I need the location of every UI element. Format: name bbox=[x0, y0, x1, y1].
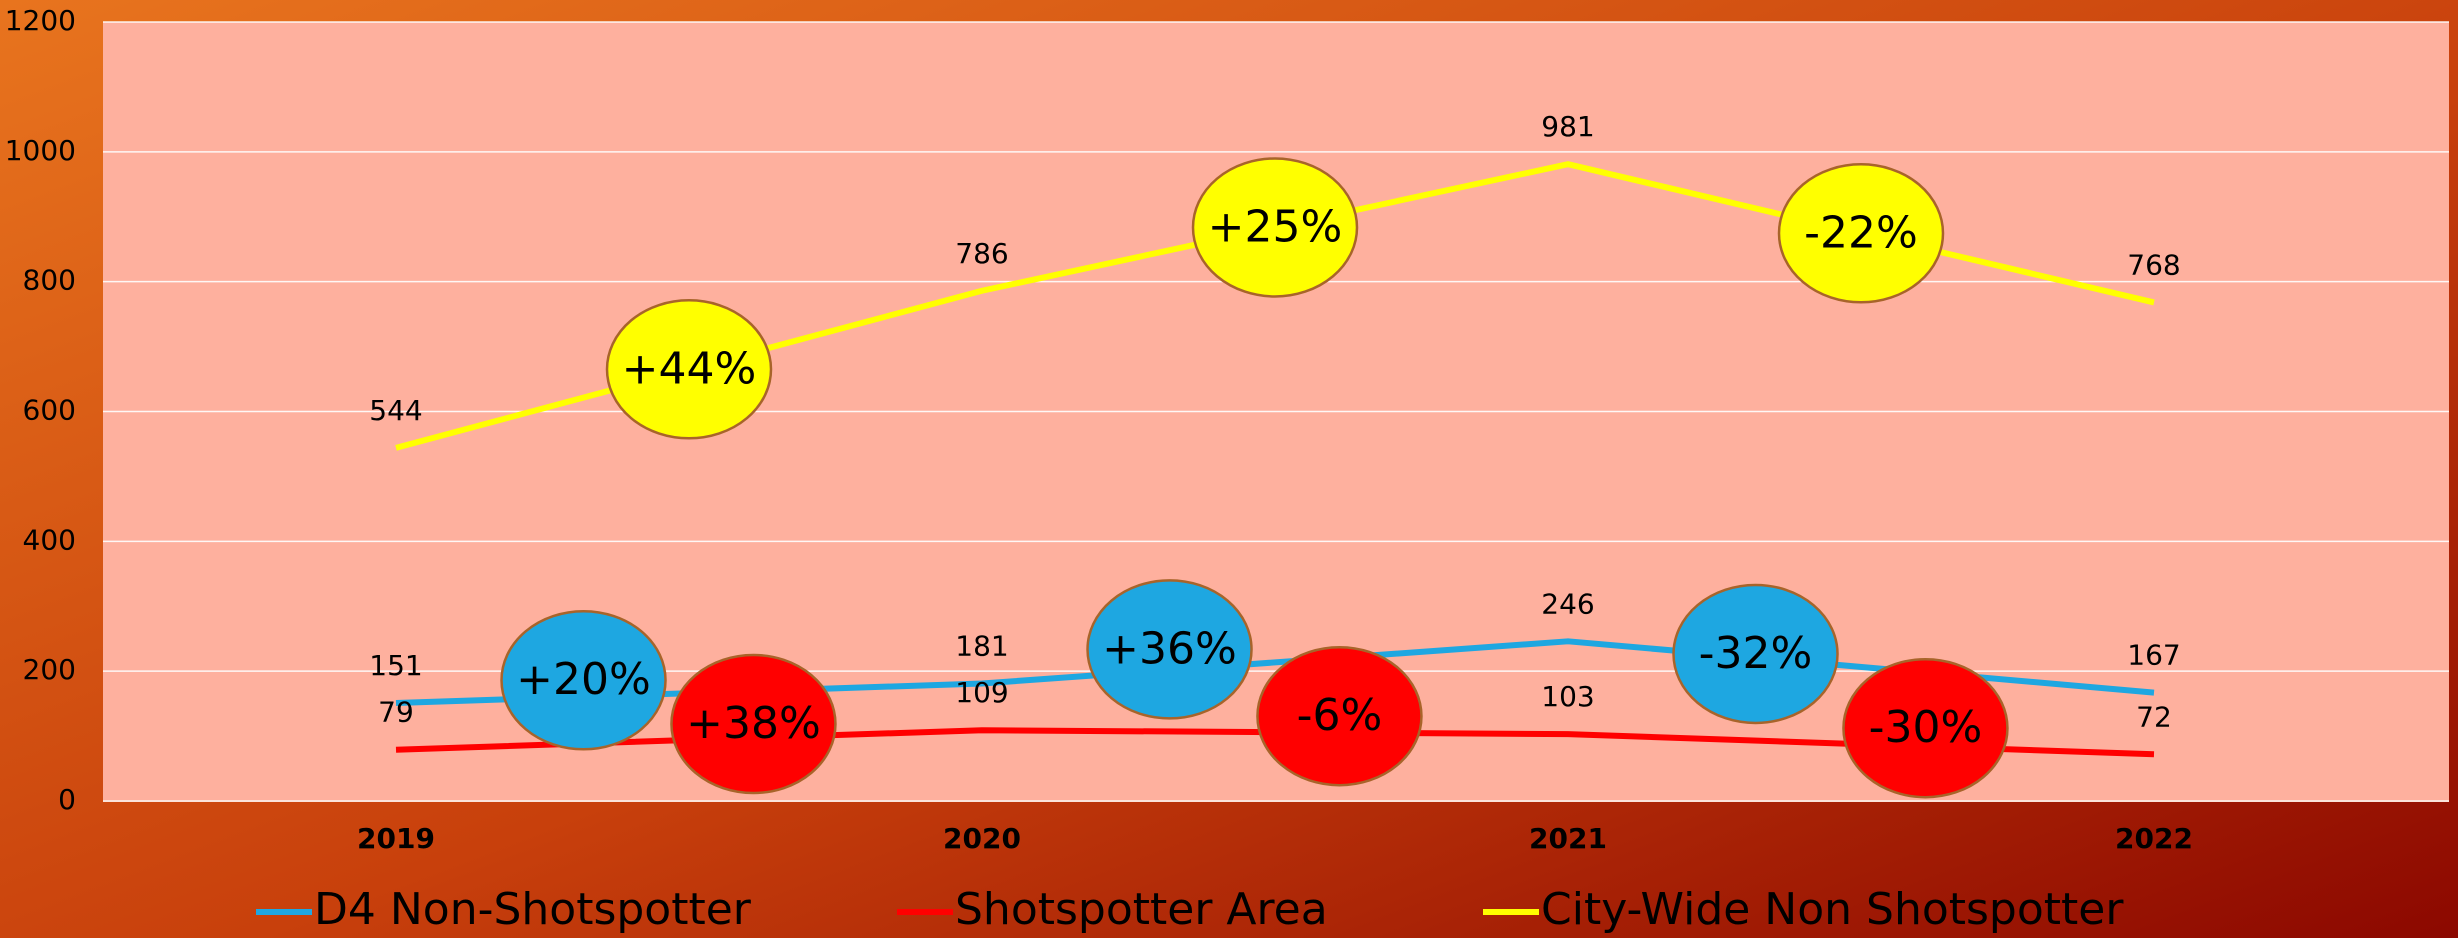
data-label: 768 bbox=[2127, 248, 2180, 281]
data-label: 246 bbox=[1541, 587, 1594, 620]
change-bubble bbox=[1842, 657, 2009, 799]
change-bubble bbox=[605, 299, 773, 440]
x-tick-label: 2019 bbox=[357, 822, 435, 855]
data-label: 79 bbox=[378, 696, 414, 729]
y-tick-label: 1000 bbox=[5, 134, 76, 167]
x-tick-label: 2021 bbox=[1529, 822, 1607, 855]
legend-label: City-Wide Non Shotspotter bbox=[1541, 884, 2124, 935]
data-label: 72 bbox=[2136, 700, 2172, 733]
data-label: 103 bbox=[1541, 680, 1594, 713]
change-label: +20% bbox=[516, 654, 651, 705]
y-tick-label: 400 bbox=[23, 523, 76, 556]
change-bubble bbox=[1672, 583, 1839, 725]
change-label: -32% bbox=[1699, 628, 1813, 679]
y-tick-label: 800 bbox=[23, 264, 76, 297]
change-bubble bbox=[1256, 645, 1423, 787]
change-label: +44% bbox=[622, 343, 757, 394]
legend-label: Shotspotter Area bbox=[955, 884, 1328, 935]
y-tick-label: 1200 bbox=[5, 4, 76, 37]
x-tick-label: 2020 bbox=[943, 822, 1021, 855]
change-bubble bbox=[670, 653, 837, 795]
data-label: 786 bbox=[955, 237, 1008, 270]
y-tick-label: 200 bbox=[23, 653, 76, 686]
data-label: 181 bbox=[955, 630, 1008, 663]
change-bubble bbox=[1086, 579, 1253, 720]
legend-label: D4 Non-Shotspotter bbox=[314, 884, 752, 935]
change-label: +36% bbox=[1102, 623, 1237, 674]
change-label: +25% bbox=[1208, 201, 1343, 252]
data-label: 167 bbox=[2127, 639, 2180, 672]
x-tick-label: 2022 bbox=[2115, 822, 2193, 855]
data-label: 981 bbox=[1541, 110, 1594, 143]
change-label: -30% bbox=[1869, 702, 1983, 753]
change-label: -22% bbox=[1804, 207, 1918, 258]
data-label: 109 bbox=[955, 676, 1008, 709]
change-bubble bbox=[1777, 163, 1945, 304]
data-label: 544 bbox=[369, 394, 422, 427]
y-tick-label: 600 bbox=[23, 394, 76, 427]
data-label: 151 bbox=[369, 649, 422, 682]
change-label: -6% bbox=[1297, 690, 1383, 741]
change-label: +38% bbox=[686, 698, 821, 749]
y-tick-label: 0 bbox=[58, 783, 76, 816]
change-bubble bbox=[500, 609, 667, 751]
change-bubble bbox=[1191, 157, 1359, 298]
